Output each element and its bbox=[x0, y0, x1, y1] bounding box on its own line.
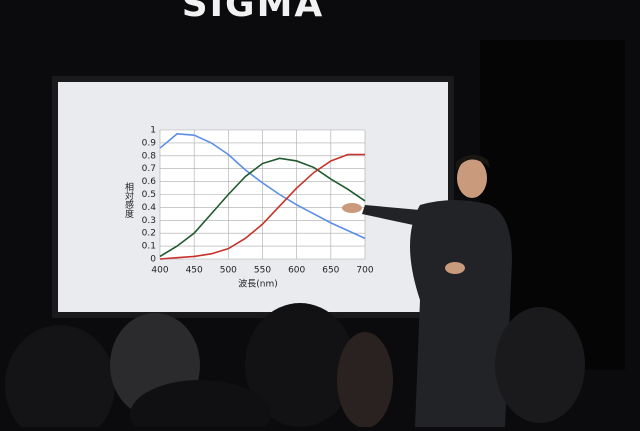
audience-head bbox=[337, 332, 393, 428]
y-tick-label: 0.7 bbox=[142, 164, 156, 174]
audience-head bbox=[130, 380, 270, 431]
x-tick-label: 650 bbox=[322, 266, 339, 276]
y-tick-label: 0 bbox=[150, 255, 156, 265]
y-tick-label: 0.6 bbox=[142, 177, 157, 187]
y-tick-label: 1 bbox=[150, 126, 156, 136]
presenter-hair bbox=[456, 154, 490, 170]
presenter-arm bbox=[362, 205, 420, 226]
x-tick-label: 550 bbox=[254, 266, 271, 276]
x-tick-label: 450 bbox=[186, 266, 203, 276]
x-tick-label: 600 bbox=[288, 266, 305, 276]
y-tick-label: 0.8 bbox=[142, 151, 157, 161]
audience-head bbox=[5, 325, 115, 431]
y-tick-label: 0.9 bbox=[142, 138, 157, 148]
y-tick-label: 0.5 bbox=[142, 190, 156, 200]
audience-head bbox=[495, 307, 585, 423]
x-axis-label: 波長(nm) bbox=[238, 278, 278, 290]
y-axis-label: 相対感度 bbox=[123, 181, 134, 219]
series-line bbox=[159, 157, 366, 258]
y-tick-label: 0.1 bbox=[142, 242, 156, 252]
chart: 0 0.1 0.2 0.3 0.4 0.5 0.6 0.7 0.8 0.9 1 400 450 500 55… bbox=[142, 126, 374, 276]
presenter-head bbox=[457, 158, 487, 198]
presenter-hand bbox=[342, 203, 362, 213]
series-line bbox=[159, 133, 366, 240]
audience-head bbox=[245, 303, 355, 427]
presenter-body bbox=[410, 200, 512, 427]
sign: SIGMA bbox=[182, 0, 325, 25]
x-tick-label: 400 bbox=[151, 266, 168, 276]
presenter-hand bbox=[445, 262, 465, 274]
y-tick-label: 0.2 bbox=[142, 229, 156, 239]
series-line bbox=[159, 153, 365, 260]
y-tick-label: 0.3 bbox=[142, 216, 156, 226]
y-tick-label: 0.4 bbox=[142, 203, 157, 213]
x-tick-label: 500 bbox=[220, 266, 237, 276]
x-tick-label: 700 bbox=[356, 266, 373, 276]
